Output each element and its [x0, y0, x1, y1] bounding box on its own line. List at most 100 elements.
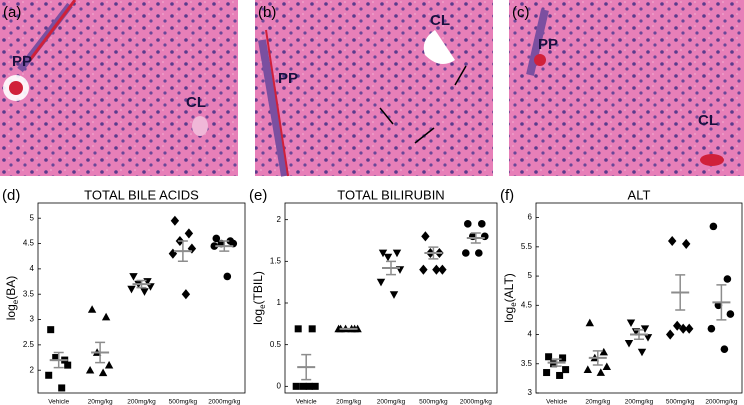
chart-title: TOTAL BILE ACIDS: [84, 187, 199, 202]
x-tick-label: Vehicle: [546, 399, 567, 405]
panel-label: (f): [500, 187, 514, 204]
y-tick-label: 2: [30, 365, 35, 374]
sem-bar: [428, 246, 439, 260]
y-tick-label: 3.5: [521, 359, 533, 368]
point: [104, 360, 114, 369]
y-tick-label: 1.5: [270, 256, 282, 265]
point: [556, 371, 564, 379]
sem-bar: [470, 232, 481, 244]
sem-bar: [675, 274, 686, 311]
y-axis-label-part: (TBIL): [251, 271, 265, 304]
point: [210, 242, 219, 250]
point: [545, 353, 553, 361]
point: [640, 325, 650, 333]
x-tick-label: 2000mg/kg: [208, 399, 241, 405]
point: [709, 222, 718, 231]
point: [550, 360, 558, 368]
point: [58, 384, 66, 392]
point: [583, 365, 592, 373]
y-tick-label: 3.5: [23, 289, 35, 298]
point: [129, 273, 138, 281]
point: [562, 366, 570, 374]
x-tick-label: Vehicle: [296, 399, 317, 405]
x-tick-label: 500mg/kg: [666, 399, 695, 405]
point: [378, 249, 388, 258]
image-label: CL: [430, 12, 450, 29]
chart-title: ALT: [628, 187, 651, 202]
point: [392, 249, 402, 258]
sem-bar: [219, 240, 230, 252]
image-label: PP: [12, 53, 32, 70]
point: [184, 228, 194, 239]
sem-bar: [716, 284, 727, 321]
point: [673, 320, 682, 331]
y-tick-label: 4.5: [23, 239, 35, 248]
image-label: CL: [698, 112, 718, 129]
point: [389, 291, 399, 299]
y-tick-label: 5: [30, 213, 35, 222]
point: [707, 324, 716, 333]
x-tick-label: 500mg/kg: [419, 399, 448, 405]
y-tick-label: 0.5: [270, 340, 282, 349]
histology-b: [255, 0, 493, 177]
y-axis-label-part: e: [11, 299, 20, 304]
y-axis-label: loge(BA): [4, 276, 20, 320]
point: [464, 220, 472, 228]
sem-bar: [177, 240, 188, 263]
image-label: PP: [538, 36, 558, 53]
sem-bar: [136, 279, 147, 289]
point: [666, 329, 675, 340]
y-axis-label-part: log: [4, 304, 18, 320]
point: [626, 319, 636, 328]
point: [127, 285, 136, 294]
point: [85, 366, 95, 374]
point: [334, 324, 343, 333]
point: [146, 283, 155, 291]
y-axis-label-part: e: [258, 304, 267, 309]
point: [140, 288, 149, 296]
point: [478, 220, 486, 228]
x-tick-label: 2000mg/kg: [460, 399, 493, 405]
point: [101, 312, 111, 321]
point: [682, 238, 691, 249]
y-axis-label: loge(ALT): [502, 273, 518, 323]
y-axis-label-part: (ALT): [502, 273, 516, 302]
point: [170, 215, 180, 226]
point: [64, 361, 72, 369]
point: [543, 369, 551, 377]
point: [624, 339, 634, 348]
point: [212, 234, 221, 243]
point: [438, 264, 447, 275]
point: [421, 231, 430, 242]
histology-a: [0, 0, 238, 176]
sem-bar: [592, 350, 603, 366]
y-tick-label: 2.5: [23, 340, 35, 349]
image-label: PP: [278, 70, 298, 87]
x-tick-label: 500mg/kg: [169, 399, 198, 405]
point: [679, 323, 688, 334]
plot-frame: [535, 202, 743, 394]
sem-bar: [95, 341, 106, 364]
y-tick-label: 0: [277, 381, 282, 390]
panel-label: (e): [249, 187, 267, 204]
y-axis-label-part: (BA): [4, 276, 18, 300]
y-tick-label: 4: [30, 264, 35, 273]
x-tick-label: 20mg/kg: [336, 399, 361, 405]
point: [98, 368, 108, 377]
x-tick-label: 200mg/kg: [127, 399, 156, 405]
point: [87, 305, 97, 313]
sem-bar: [53, 351, 64, 369]
x-tick-label: 20mg/kg: [88, 399, 113, 405]
point: [376, 278, 386, 287]
chart-title: TOTAL BILIRUBIN: [337, 187, 444, 202]
point: [432, 264, 441, 275]
y-axis-label-part: log: [251, 309, 265, 325]
point: [559, 354, 567, 362]
point: [45, 371, 53, 379]
point: [720, 345, 729, 353]
point: [714, 301, 723, 310]
point: [308, 325, 316, 333]
plot-frame: [37, 202, 246, 394]
y-tick-label: 4.5: [521, 300, 533, 309]
